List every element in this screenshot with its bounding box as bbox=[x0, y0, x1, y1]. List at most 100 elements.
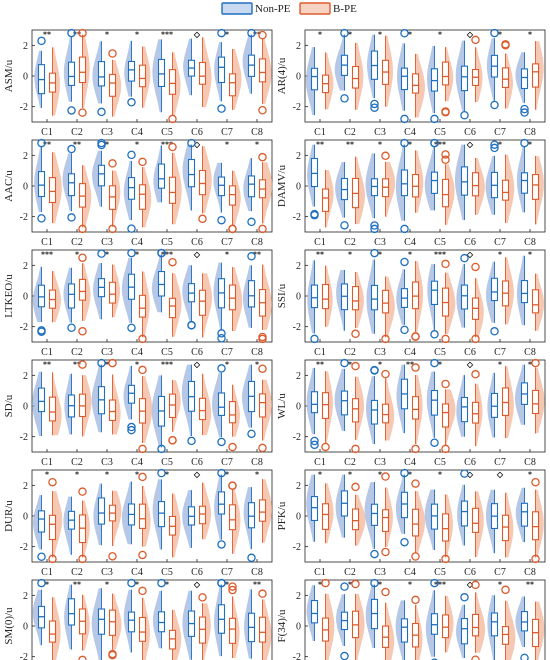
violin-b-pe bbox=[385, 35, 393, 107]
outlier-b-pe bbox=[108, 358, 117, 368]
significance-mark: * bbox=[528, 360, 532, 369]
category-C5: C5 *** bbox=[152, 30, 181, 138]
box-non-pe bbox=[520, 68, 529, 90]
y-tick-label: 0 bbox=[296, 512, 301, 523]
violin-non-pe bbox=[92, 41, 102, 104]
box-b-pe bbox=[351, 286, 360, 311]
y-axis-label: DUR/u bbox=[3, 500, 15, 532]
significance-mark: ** bbox=[43, 140, 51, 149]
box-b-pe bbox=[228, 617, 237, 644]
violin-non-pe bbox=[306, 585, 315, 641]
outlier-b-pe bbox=[78, 487, 87, 496]
outlier-non-pe bbox=[370, 103, 379, 112]
outlier-non-pe bbox=[310, 436, 319, 446]
significance-mark: * bbox=[378, 360, 382, 369]
box-b-pe bbox=[321, 503, 330, 530]
outlier-non-pe bbox=[400, 257, 409, 267]
violin-b-pe bbox=[112, 264, 121, 318]
outlier-b-pe bbox=[531, 478, 540, 487]
outlier-non-pe bbox=[67, 28, 76, 38]
y-axis-label: F(34)/u bbox=[276, 609, 288, 643]
category-C6: C6 ◇ bbox=[183, 30, 212, 138]
significance-mark: ** bbox=[73, 580, 81, 589]
y-tick-label: 0 bbox=[23, 512, 28, 523]
box-b-pe bbox=[198, 169, 207, 196]
outlier-non-pe bbox=[490, 100, 499, 110]
box-b-pe bbox=[228, 73, 237, 97]
box-non-pe bbox=[310, 495, 319, 522]
x-tick-label: C7 bbox=[494, 127, 506, 138]
category-C5: C5 *** bbox=[153, 140, 182, 248]
box-non-pe bbox=[460, 65, 469, 92]
x-tick-label: C1 bbox=[41, 347, 53, 358]
box-non-pe bbox=[490, 392, 499, 418]
violin-non-pe bbox=[395, 474, 405, 534]
violin-non-pe bbox=[426, 371, 435, 438]
outlier-b-pe bbox=[441, 108, 450, 117]
x-tick-label: C2 bbox=[71, 237, 83, 248]
significance-mark: * bbox=[225, 140, 229, 149]
outlier-b-pe bbox=[351, 444, 360, 454]
outlier-non-pe bbox=[187, 138, 196, 148]
y-tick-label: -2 bbox=[20, 652, 28, 660]
category-C4: C4 * bbox=[397, 29, 425, 138]
box-b-pe bbox=[258, 393, 267, 418]
outlier-non-pe bbox=[157, 444, 166, 454]
violin-b-pe bbox=[202, 146, 212, 214]
significance-mark: * bbox=[378, 250, 382, 259]
y-tick-label: 0 bbox=[23, 402, 28, 413]
x-tick-label: C2 bbox=[71, 457, 83, 468]
outlier-non-pe bbox=[37, 552, 46, 561]
significance-mark: * bbox=[45, 580, 49, 589]
violin-non-pe bbox=[124, 40, 132, 97]
outlier-non-pe bbox=[157, 578, 166, 588]
category-C5: C5 * bbox=[427, 30, 454, 138]
category-C7: C7* bbox=[487, 580, 516, 660]
x-tick-label: C7 bbox=[494, 237, 506, 248]
outlier-non-pe bbox=[400, 224, 409, 234]
violin-non-pe bbox=[515, 487, 525, 543]
y-tick-label: -2 bbox=[20, 102, 28, 113]
category-C1: C1* bbox=[32, 578, 61, 660]
box-b-pe bbox=[168, 69, 177, 95]
category-C7: C7* bbox=[213, 140, 241, 248]
violin-non-pe bbox=[456, 263, 465, 328]
outlier-b-pe bbox=[351, 482, 360, 492]
box-b-pe bbox=[48, 514, 57, 541]
y-tick-label: 0 bbox=[23, 182, 28, 193]
category-C8: C8 * bbox=[242, 360, 272, 468]
box-non-pe bbox=[157, 163, 166, 189]
box-b-pe bbox=[441, 178, 450, 208]
category-C7: C7* bbox=[212, 360, 240, 468]
significance-mark: *** bbox=[434, 140, 446, 149]
x-tick-label: C7 bbox=[494, 457, 506, 468]
x-tick-label: C6 bbox=[464, 127, 476, 138]
outlier-non-pe bbox=[310, 334, 319, 344]
panel-11: -2 0 2 SM(0)/u C1*C2**C3*C4*C5*C6◇C7*C8** bbox=[3, 578, 273, 660]
violin-b-pe bbox=[505, 600, 516, 660]
category-C7: C7* bbox=[486, 250, 514, 358]
box-non-pe bbox=[430, 68, 439, 92]
category-C4: C4 * bbox=[396, 250, 424, 358]
outlier-b-pe bbox=[138, 365, 147, 375]
x-tick-label: C4 bbox=[404, 567, 416, 578]
box-non-pe bbox=[520, 502, 529, 527]
box-non-pe bbox=[460, 500, 469, 527]
box-non-pe bbox=[157, 58, 166, 88]
violin-non-pe bbox=[62, 153, 72, 212]
box-b-pe bbox=[48, 620, 57, 643]
violin-b-pe bbox=[172, 52, 181, 115]
outlier-non-pe bbox=[217, 333, 226, 343]
box-non-pe bbox=[430, 280, 439, 306]
category-C6: C6 ◇ bbox=[182, 470, 212, 578]
box-b-pe bbox=[138, 616, 147, 642]
outlier-b-pe bbox=[441, 155, 450, 165]
outlier-b-pe bbox=[258, 224, 267, 234]
violin-b-pe bbox=[112, 170, 121, 227]
category-C7: C7* bbox=[214, 28, 242, 138]
category-C2: C2 * bbox=[63, 250, 91, 358]
violin-non-pe bbox=[242, 34, 252, 94]
outlier-non-pe bbox=[370, 248, 379, 258]
x-tick-label: C5 bbox=[161, 567, 173, 578]
outlier-non-pe bbox=[127, 224, 136, 233]
